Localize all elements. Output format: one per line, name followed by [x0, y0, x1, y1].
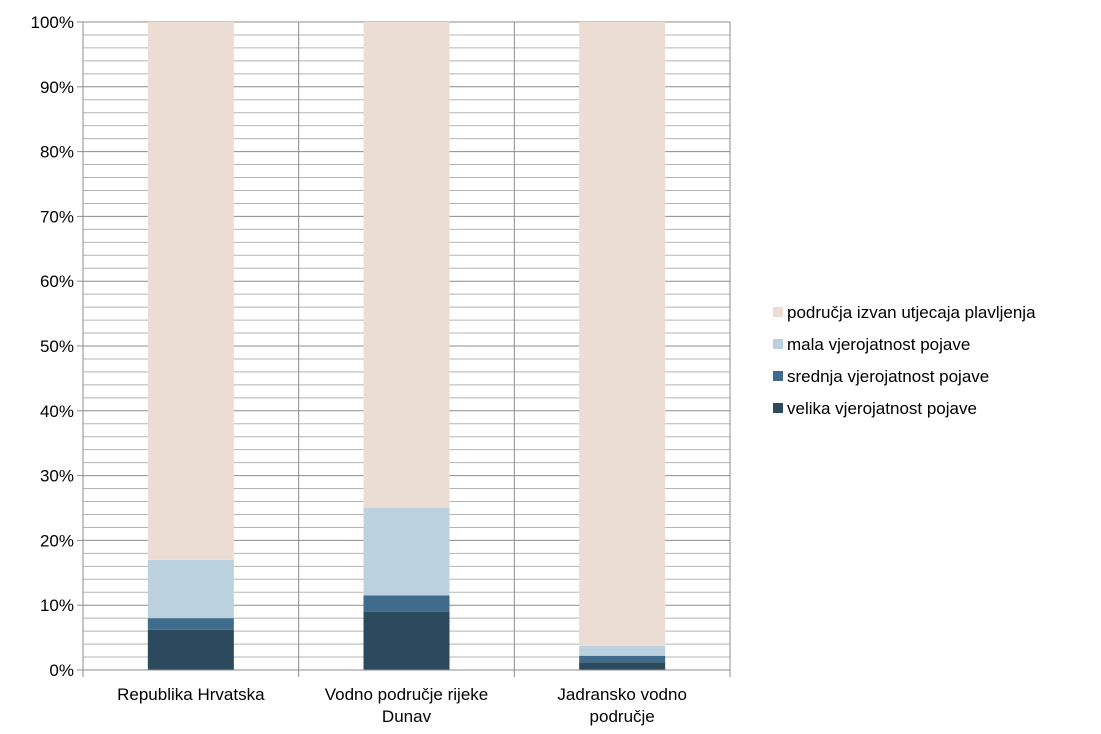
y-tick-label: 90% [40, 78, 74, 97]
y-tick-label: 10% [40, 596, 74, 615]
bars [147, 22, 666, 670]
legend-label: srednja vjerojatnost pojave [787, 367, 989, 386]
x-category-label-line: područje [590, 707, 655, 726]
y-tick-label: 30% [40, 467, 74, 486]
y-tick-label: 20% [40, 531, 74, 550]
legend-swatch [773, 307, 783, 317]
x-category-label-line: Republika Hrvatska [117, 685, 265, 704]
bar-segment [363, 22, 450, 508]
legend-swatch [773, 403, 783, 413]
bar-segment [579, 22, 666, 647]
bar-segment [579, 646, 666, 656]
y-tick-label: 100% [31, 13, 74, 32]
legend-label: velika vjerojatnost pojave [787, 399, 977, 418]
x-category-label-line: Jadransko vodno [557, 685, 686, 704]
y-tick-label: 70% [40, 207, 74, 226]
legend-label: mala vjerojatnost pojave [787, 335, 970, 354]
y-tick-label: 80% [40, 143, 74, 162]
bar-segment [147, 559, 234, 619]
bar-segment [363, 595, 450, 612]
x-category-label: Jadransko vodno područje [557, 685, 686, 726]
bar-segment [147, 629, 234, 670]
x-category-label: Vodno područje rijeke Dunav [325, 685, 489, 726]
bar-segment [147, 618, 234, 630]
legend: područja izvan utjecaja plavljenja mala v… [773, 303, 1036, 418]
y-tick-label: 40% [40, 402, 74, 421]
bar-segment [363, 611, 450, 670]
y-tick-label: 50% [40, 337, 74, 356]
x-category-label-line: Vodno područje rijeke [325, 685, 489, 704]
x-category-label: Republika Hrvatska [117, 685, 265, 704]
y-tick-label: 60% [40, 272, 74, 291]
legend-swatch [773, 339, 783, 349]
bar-segment [579, 655, 666, 663]
bar-segment [363, 508, 450, 596]
x-category-label-line: Dunav [382, 707, 432, 726]
legend-label: područja izvan utjecaja plavljenja [787, 303, 1036, 322]
axes: 0% 10% 20% 30% 40% 50% 60% 70% 80% 90% 100% Republi… [31, 13, 731, 726]
legend-swatch [773, 371, 783, 381]
bar-segment [579, 662, 666, 670]
bar-segment [147, 22, 234, 560]
y-tick-label: 0% [49, 661, 74, 680]
